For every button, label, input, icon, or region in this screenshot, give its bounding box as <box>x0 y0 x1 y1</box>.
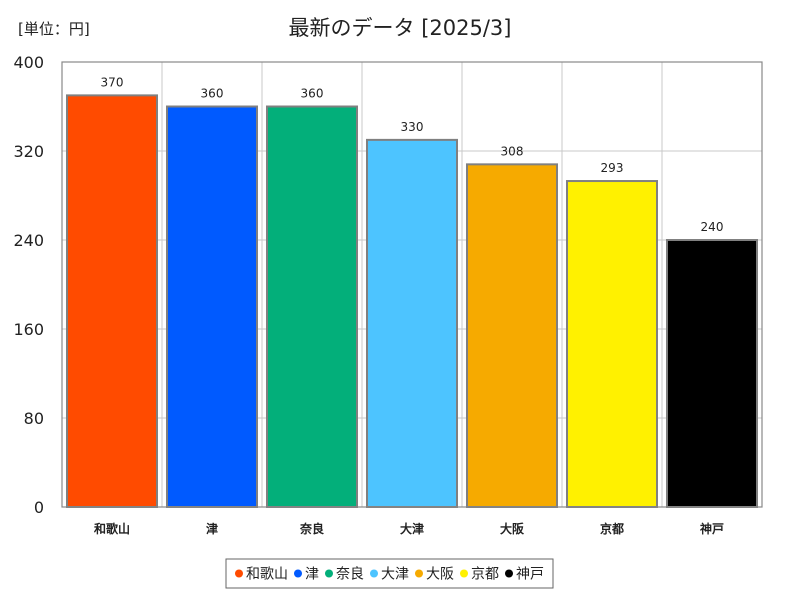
x-tick-label: 和歌山 <box>93 521 130 536</box>
legend-marker <box>505 569 513 578</box>
legend-marker <box>370 569 378 578</box>
data-label: 360 <box>201 87 224 101</box>
bar-2 <box>166 105 258 508</box>
y-tick-label: 80 <box>24 409 44 428</box>
legend-entry: 神戸 <box>516 567 544 583</box>
x-tick-label: 大阪 <box>500 521 525 536</box>
bar-1 <box>66 94 158 508</box>
bar-7 <box>666 239 758 508</box>
data-label: 293 <box>601 161 624 175</box>
legend-entry: 大津 <box>381 567 409 583</box>
y-tick-label: 400 <box>13 53 44 72</box>
legend-marker <box>415 569 423 578</box>
data-label: 240 <box>701 220 724 234</box>
bar-4 <box>366 138 458 508</box>
y-tick-label: 240 <box>13 231 44 250</box>
x-tick-label: 大津 <box>400 521 424 536</box>
legend-marker <box>294 569 302 578</box>
legend-entry: 大阪 <box>426 567 454 583</box>
y-tick-label: 160 <box>13 320 44 339</box>
x-tick-label: 京都 <box>600 521 624 536</box>
legend-marker <box>460 569 468 578</box>
legend-entry: 和歌山 <box>246 567 288 583</box>
legend-marker <box>235 569 243 578</box>
chart-title: 最新のデータ [2025/3] <box>288 16 512 40</box>
legend-frame <box>225 558 554 589</box>
legend-entry: 津 <box>305 567 319 583</box>
x-tick-label: 奈良 <box>299 521 324 536</box>
data-label: 308 <box>501 144 524 158</box>
data-label: 360 <box>301 87 324 101</box>
bar-6 <box>566 180 658 508</box>
legend: 和歌山 津 奈良 大津 大阪 京都 神戸 <box>225 558 554 589</box>
data-label: 370 <box>101 75 124 89</box>
y-tick-label: 320 <box>13 142 44 161</box>
legend-entry: 奈良 <box>336 567 364 583</box>
y-tick-label: 0 <box>34 498 44 517</box>
legend-entry: 京都 <box>471 567 499 583</box>
x-tick-label: 津 <box>206 521 218 536</box>
bar-5 <box>466 163 558 508</box>
bar-3 <box>266 105 358 508</box>
unit-label: [単位：円] <box>18 20 90 38</box>
data-label: 330 <box>401 120 424 134</box>
x-tick-label: 神戸 <box>700 521 724 536</box>
plot-border <box>61 61 763 508</box>
legend-marker <box>325 569 333 578</box>
